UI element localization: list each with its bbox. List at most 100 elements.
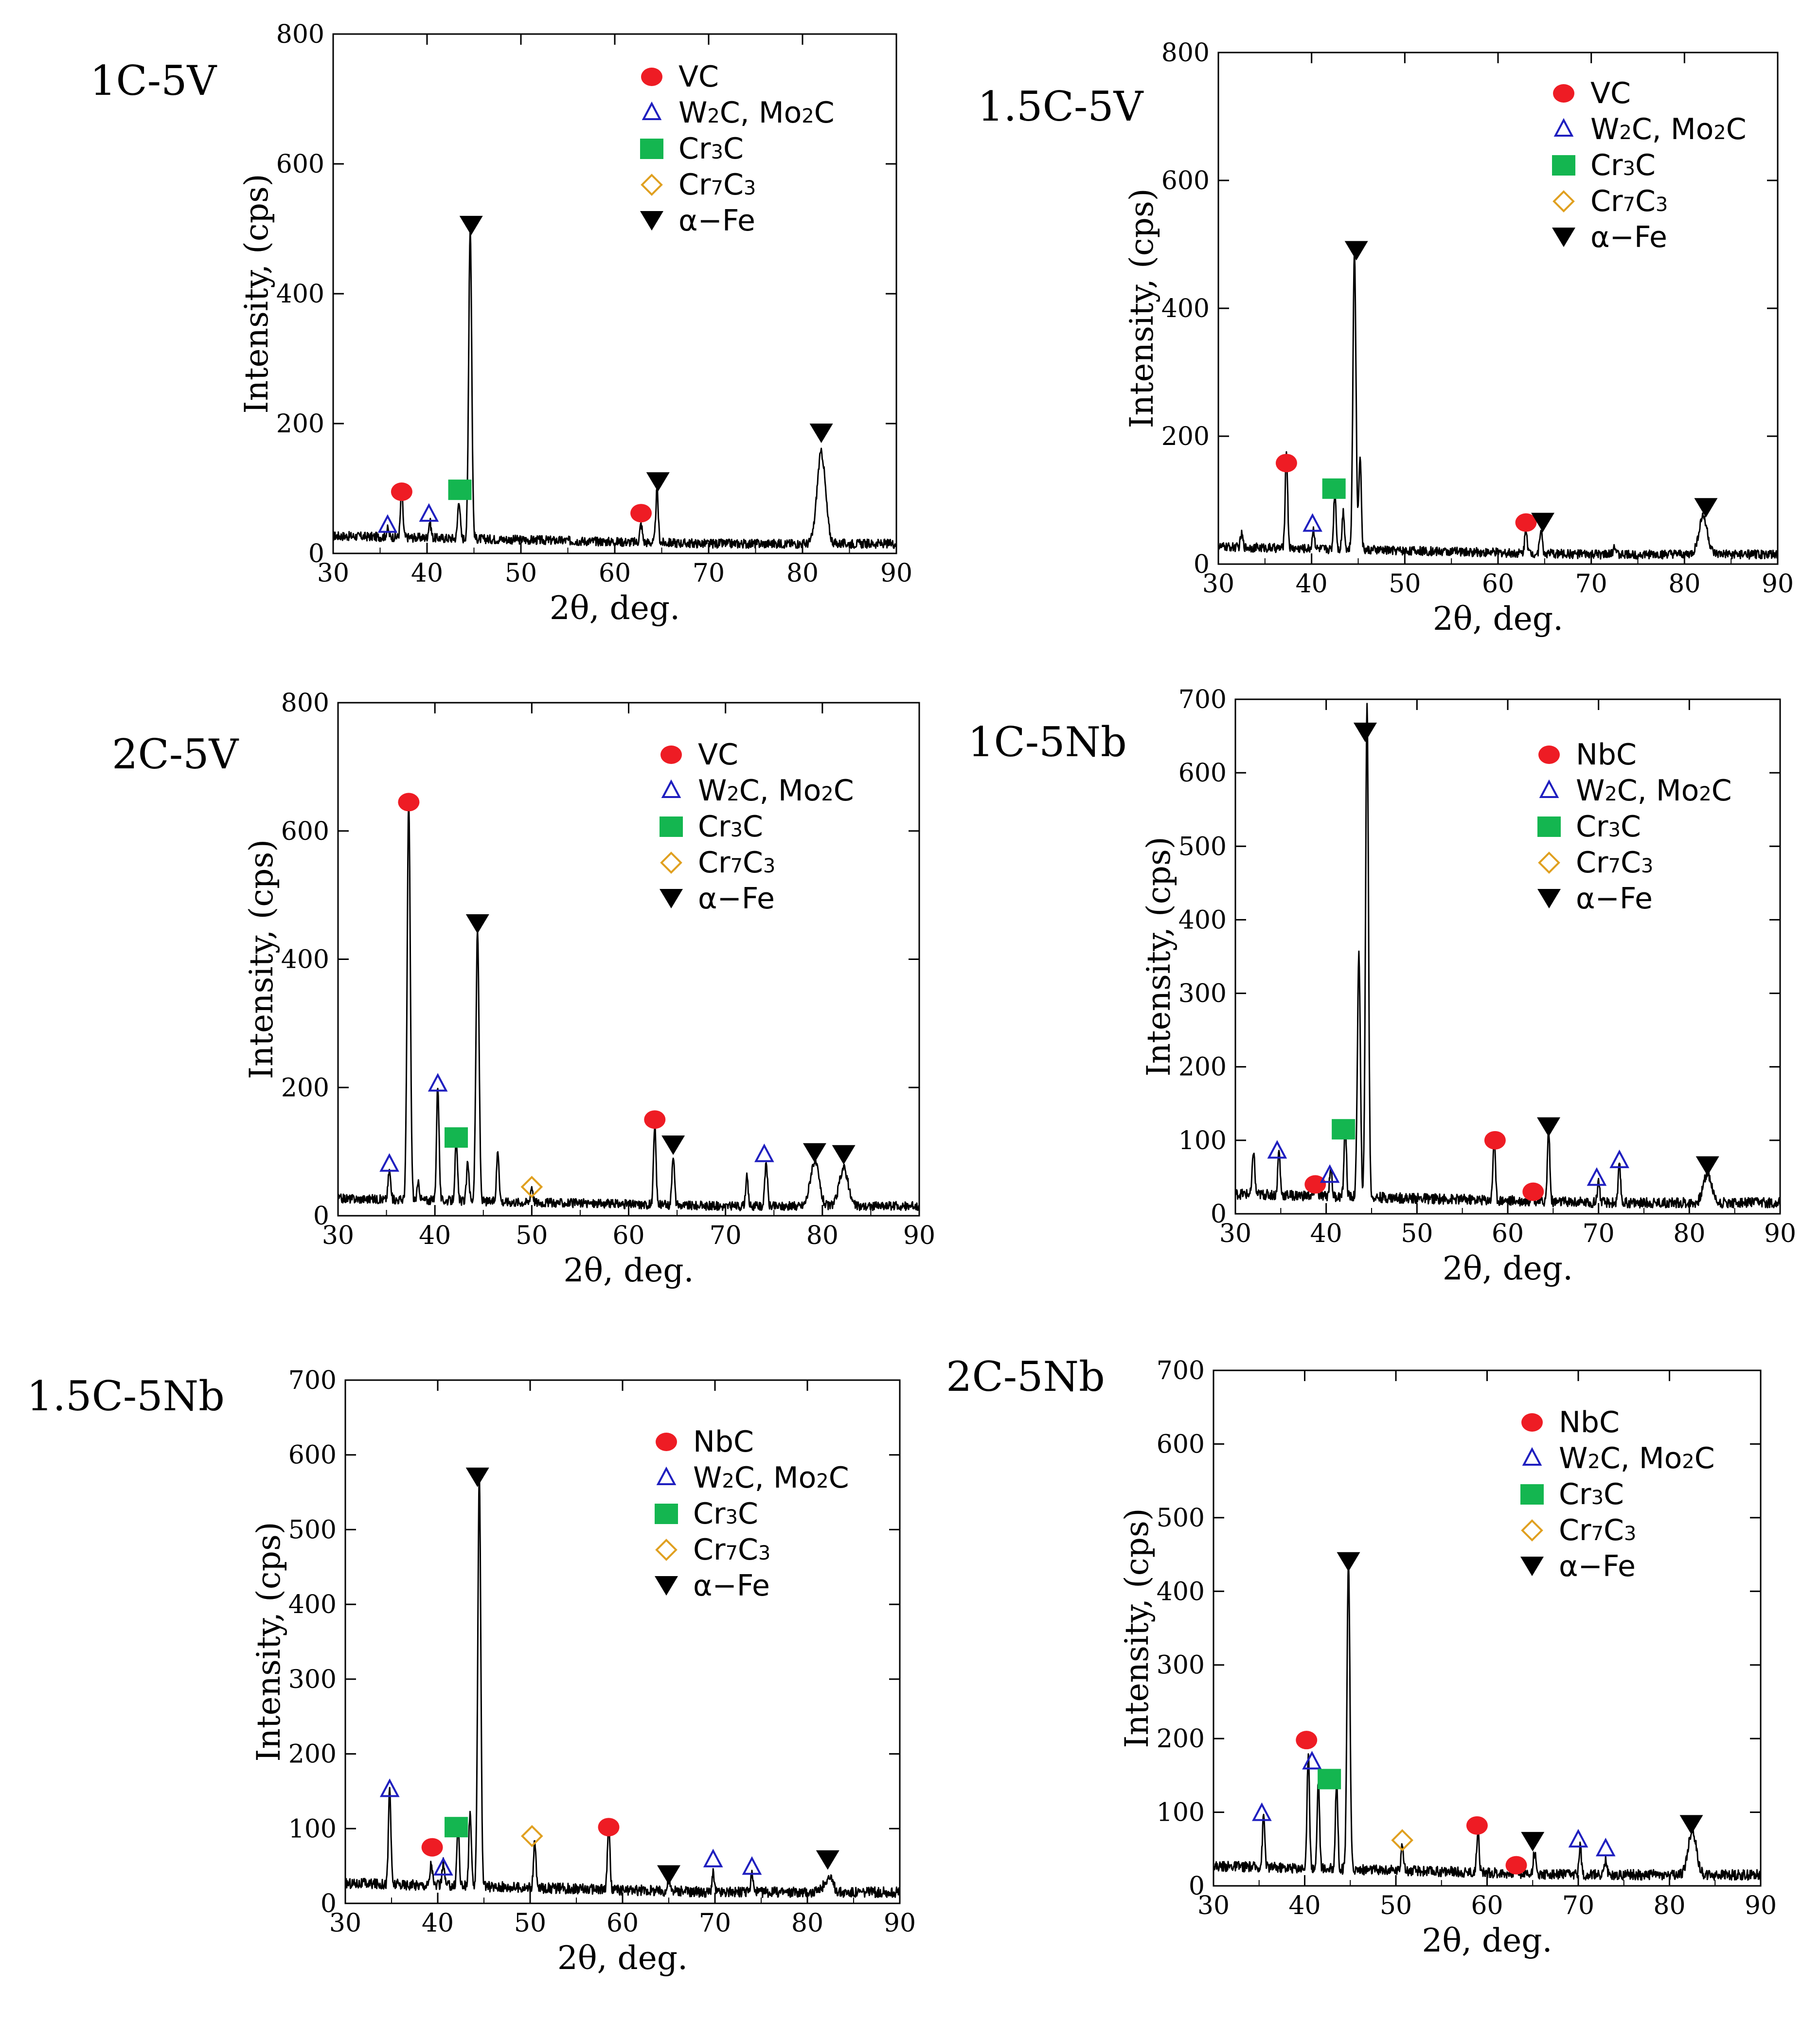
legend-label: α−Fe	[698, 882, 775, 916]
y-axis-title: Intensity, (cps)	[243, 839, 280, 1079]
legend-label: Cr7C3	[693, 1533, 770, 1567]
legend-text: α−Fe	[1559, 1549, 1636, 1583]
y-tick-label: 400	[276, 280, 324, 309]
peak-marker-carbide	[1304, 1175, 1326, 1194]
legend-subscript: 3	[726, 1506, 738, 1528]
legend-text: C	[1604, 1477, 1624, 1511]
y-tick-label: 200	[1161, 422, 1210, 451]
legend-label: W2C, Mo2C	[1576, 774, 1732, 808]
x-tick-label: 80	[806, 1221, 839, 1250]
legend-subscript: 2	[1713, 122, 1726, 144]
legend-subscript: 3	[763, 855, 775, 877]
y-tick-label: 100	[1178, 1126, 1227, 1155]
y-tick-label: 100	[288, 1814, 337, 1844]
xrd-panel-1C-5Nb: 1C-5Nb 30 40 50 60 70 80 90 0 100 200 300 400 500 600 7…	[968, 685, 1796, 1287]
peak-marker-alpha_fe	[1694, 498, 1718, 518]
peak-marker-cr3c	[448, 479, 472, 500]
peak-marker-alpha_fe	[816, 1850, 839, 1870]
legend-label: W2C, Mo2C	[678, 96, 835, 130]
x-tick-label: 50	[1401, 1219, 1433, 1248]
legend-subscript: 7	[726, 1542, 738, 1564]
x-tick-label: 90	[880, 559, 912, 588]
legend-label: Cr7C3	[678, 168, 756, 202]
legend-text: C, Mo	[734, 1461, 817, 1495]
y-tick-label: 600	[1157, 1430, 1205, 1459]
x-tick-label: 70	[693, 559, 725, 588]
x-tick-label: 80	[1673, 1219, 1705, 1248]
legend-text: Cr	[693, 1533, 726, 1567]
legend-text: Cr	[1576, 846, 1608, 880]
legend-marker-cr7c3	[655, 1539, 678, 1561]
x-tick-label: 30	[1202, 569, 1234, 599]
legend-marker-alpha_fe	[1520, 1557, 1544, 1576]
legend-label: W2C, Mo2C	[1559, 1441, 1715, 1475]
legend-text: W	[1576, 774, 1605, 808]
x-tick-label: 40	[411, 559, 443, 588]
legend-text: C	[743, 810, 763, 844]
legend-subscript: 2	[722, 1470, 734, 1492]
peak-marker-alpha_fe	[1679, 1815, 1703, 1835]
peak-marker-w2c	[1595, 1838, 1616, 1857]
legend-label: α−Fe	[1559, 1549, 1636, 1583]
y-tick-label: 600	[288, 1441, 337, 1470]
y-tick-label: 500	[1157, 1504, 1205, 1533]
legend-subscript: 7	[1623, 194, 1635, 216]
x-tick-label: 80	[786, 559, 819, 588]
x-axis-title: 2θ, deg.	[1433, 600, 1563, 638]
y-tick-label: 500	[288, 1515, 337, 1544]
x-tick-label: 50	[514, 1909, 546, 1938]
legend-marker-cr3c	[1552, 155, 1575, 176]
y-tick-label: 400	[1161, 294, 1210, 323]
y-tick-label: 200	[1157, 1724, 1205, 1754]
legend-label: Cr3C	[678, 132, 744, 166]
legend-text: C	[738, 1533, 758, 1567]
y-tick-label: 500	[1178, 832, 1227, 861]
y-tick-label: 0	[1194, 550, 1210, 579]
legend-text: Cr	[698, 846, 731, 880]
legend-subscript: 7	[1608, 855, 1621, 877]
y-tick-label: 100	[1157, 1798, 1205, 1828]
peak-marker-cr7c3	[1391, 1829, 1413, 1851]
x-tick-label: 40	[1310, 1219, 1342, 1248]
legend-marker-alpha_fe	[1552, 228, 1575, 247]
legend-subscript: 3	[758, 1542, 770, 1564]
peak-marker-alpha_fe	[809, 424, 833, 444]
legend-text: α−Fe	[1590, 220, 1667, 254]
x-tick-label: 80	[791, 1909, 823, 1938]
legend-subscript: 7	[711, 177, 723, 199]
peak-marker-alpha_fe	[1521, 1832, 1545, 1852]
xrd-trace	[337, 799, 920, 1211]
peak-marker-alpha_fe	[657, 1865, 680, 1885]
x-tick-label: 40	[419, 1221, 451, 1250]
y-tick-label: 400	[1178, 905, 1227, 935]
panel-title: 1C-5V	[90, 57, 217, 105]
legend-label: Cr3C	[1576, 810, 1641, 844]
peak-marker-carbide	[630, 504, 652, 523]
legend-subscript: 2	[816, 1470, 828, 1492]
legend-label: Cr7C3	[1576, 846, 1653, 880]
peak-marker-alpha_fe	[1344, 241, 1368, 261]
y-axis-title: Intensity, (cps)	[1118, 1508, 1156, 1748]
x-tick-label: 50	[516, 1221, 548, 1250]
legend-label: W2C, Mo2C	[698, 774, 854, 808]
legend-subscript: 2	[727, 783, 739, 805]
legend-text: C, Mo	[720, 96, 802, 130]
peak-marker-w2c	[379, 1778, 400, 1797]
panel-title: 1.5C-5Nb	[27, 1372, 225, 1420]
legend-subscript: 7	[1591, 1523, 1604, 1545]
y-tick-label: 600	[276, 150, 324, 179]
y-tick-label: 700	[288, 1366, 337, 1395]
peak-marker-carbide	[1296, 1731, 1318, 1750]
peak-marker-w2c	[433, 1857, 453, 1876]
panel-title: 2C-5Nb	[946, 1353, 1105, 1401]
peak-marker-w2c	[754, 1143, 774, 1162]
x-tick-label: 90	[1762, 569, 1794, 599]
legend-text: C	[1635, 184, 1656, 218]
xrd-panel-2C-5Nb: 2C-5Nb 30 40 50 60 70 80 90 0 100 200 300 400 500 600 7…	[946, 1353, 1777, 1959]
peak-marker-w2c	[1302, 1751, 1322, 1770]
